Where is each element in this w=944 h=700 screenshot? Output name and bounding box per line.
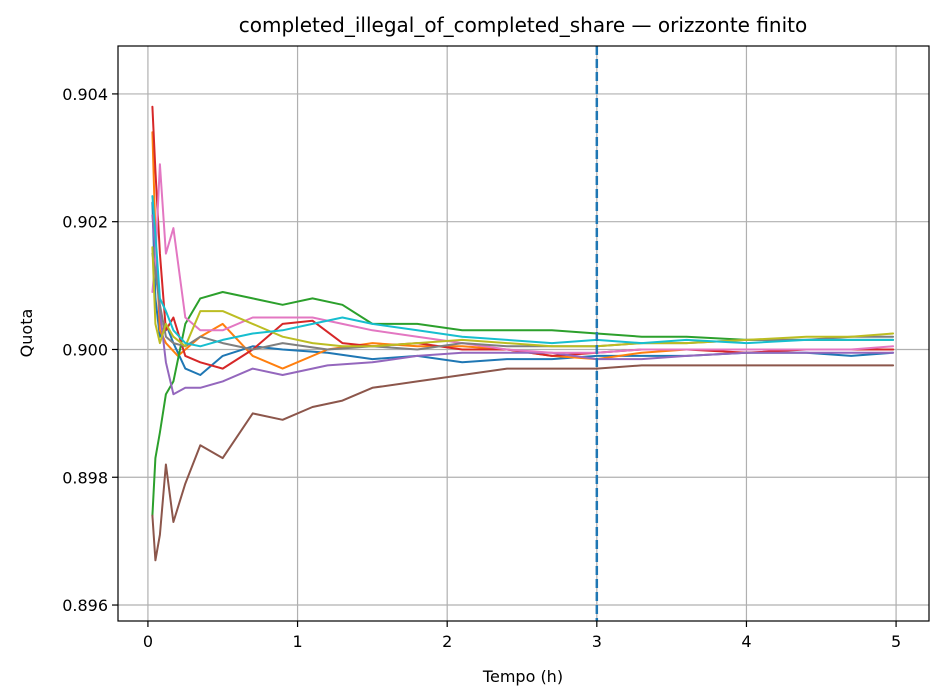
series-lines: [151, 105, 895, 562]
x-tick-label: 3: [592, 632, 602, 651]
x-tick-label: 5: [891, 632, 901, 651]
x-axis-label: Tempo (h): [482, 667, 563, 686]
x-tick-label: 0: [143, 632, 153, 651]
y-tick-label: 0.900: [62, 340, 108, 359]
y-tick-label: 0.898: [62, 468, 108, 487]
plot-frame: [117, 45, 930, 622]
x-tick-label: 4: [741, 632, 751, 651]
y-axis-label: Quota: [17, 309, 36, 358]
y-tick-label: 0.902: [62, 213, 108, 232]
series-line: [151, 364, 895, 562]
x-tick-label: 2: [442, 632, 452, 651]
series-line: [151, 291, 895, 517]
axis-ticks: 0 1 2 3 4 5 0.896 0.898 0.900 0.902 0.904: [62, 85, 901, 651]
series-line: [151, 246, 895, 348]
y-tick-label: 0.896: [62, 596, 108, 615]
series-line: [151, 163, 895, 354]
y-tick-label: 0.904: [62, 85, 108, 104]
series-line: [151, 214, 895, 396]
series-line: [151, 195, 895, 348]
chart-title: completed_illegal_of_completed_share — o…: [239, 13, 807, 37]
x-tick-label: 1: [292, 632, 302, 651]
